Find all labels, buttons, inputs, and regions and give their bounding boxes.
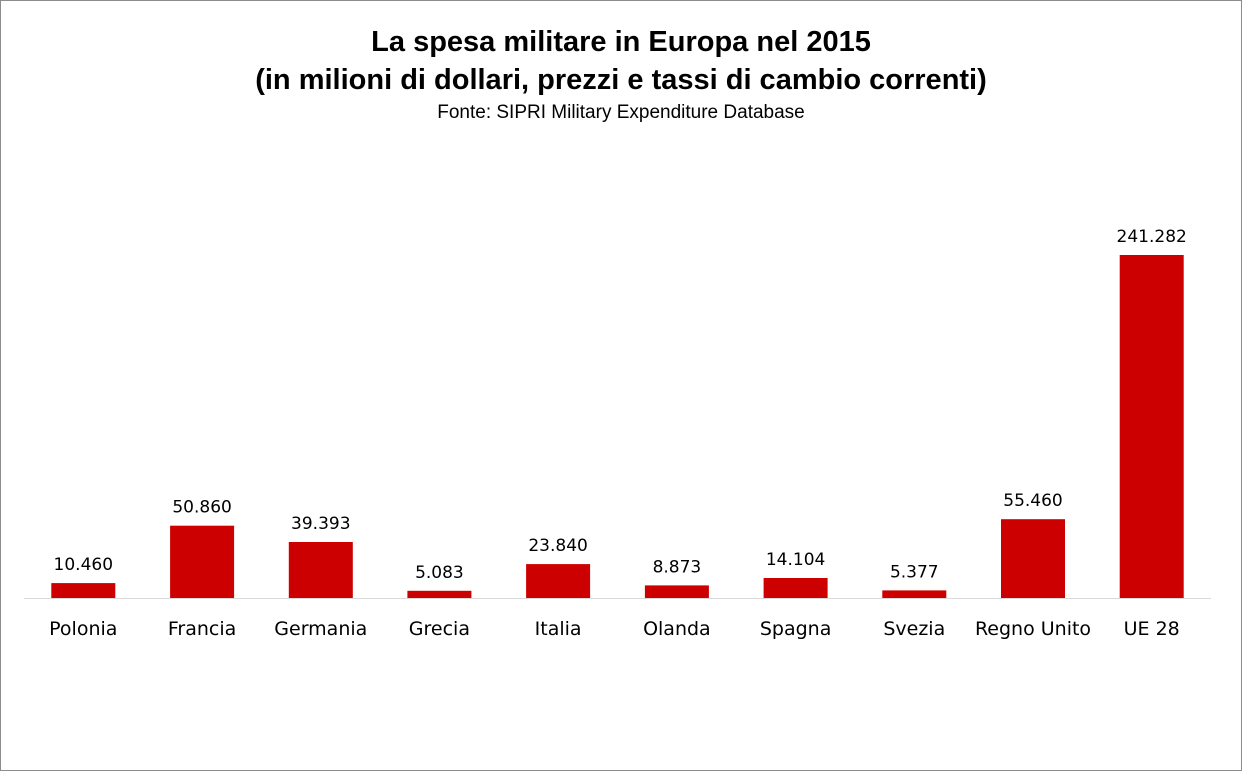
- chart-title: La spesa militare in Europa nel 2015: [371, 26, 871, 58]
- data-label: 14.104: [766, 550, 825, 570]
- x-tick-label: Olanda: [643, 618, 711, 640]
- bar-ue-28: [1119, 255, 1184, 598]
- x-tick-label: Polonia: [49, 618, 117, 640]
- data-label: 23.840: [528, 536, 587, 556]
- data-label: 50.860: [172, 498, 231, 518]
- bar-grecia: [407, 590, 472, 598]
- data-label: 8.873: [653, 557, 702, 577]
- x-tick-label: Francia: [168, 618, 236, 640]
- bar-francia: [170, 525, 235, 598]
- x-tick-label: Germania: [274, 618, 367, 640]
- x-tick-label: Spagna: [760, 618, 832, 640]
- bar-regno-unito: [1001, 519, 1065, 598]
- x-tick-label: UE 28: [1124, 618, 1180, 640]
- x-tick-label: Svezia: [883, 618, 945, 640]
- x-tick-label: Italia: [535, 618, 582, 640]
- bar-polonia: [51, 583, 116, 598]
- data-label: 5.377: [890, 562, 939, 582]
- bar-spagna: [763, 578, 828, 598]
- chart-source: Fonte: SIPRI Military Expenditure Databa…: [437, 102, 805, 123]
- data-label: 10.460: [54, 555, 113, 575]
- data-label: 5.083: [415, 563, 464, 583]
- data-label: 241.282: [1117, 227, 1187, 247]
- chart-subtitle: (in milioni di dollari, prezzi e tassi d…: [255, 64, 987, 96]
- bar-olanda: [644, 585, 709, 598]
- x-tick-label: Grecia: [409, 618, 470, 640]
- x-tick-label: Regno Unito: [975, 618, 1091, 640]
- bar-germania: [288, 542, 353, 598]
- bar-svezia: [882, 590, 947, 598]
- bar-italia: [526, 564, 591, 598]
- data-label: 55.460: [1003, 491, 1062, 511]
- data-label: 39.393: [291, 514, 350, 534]
